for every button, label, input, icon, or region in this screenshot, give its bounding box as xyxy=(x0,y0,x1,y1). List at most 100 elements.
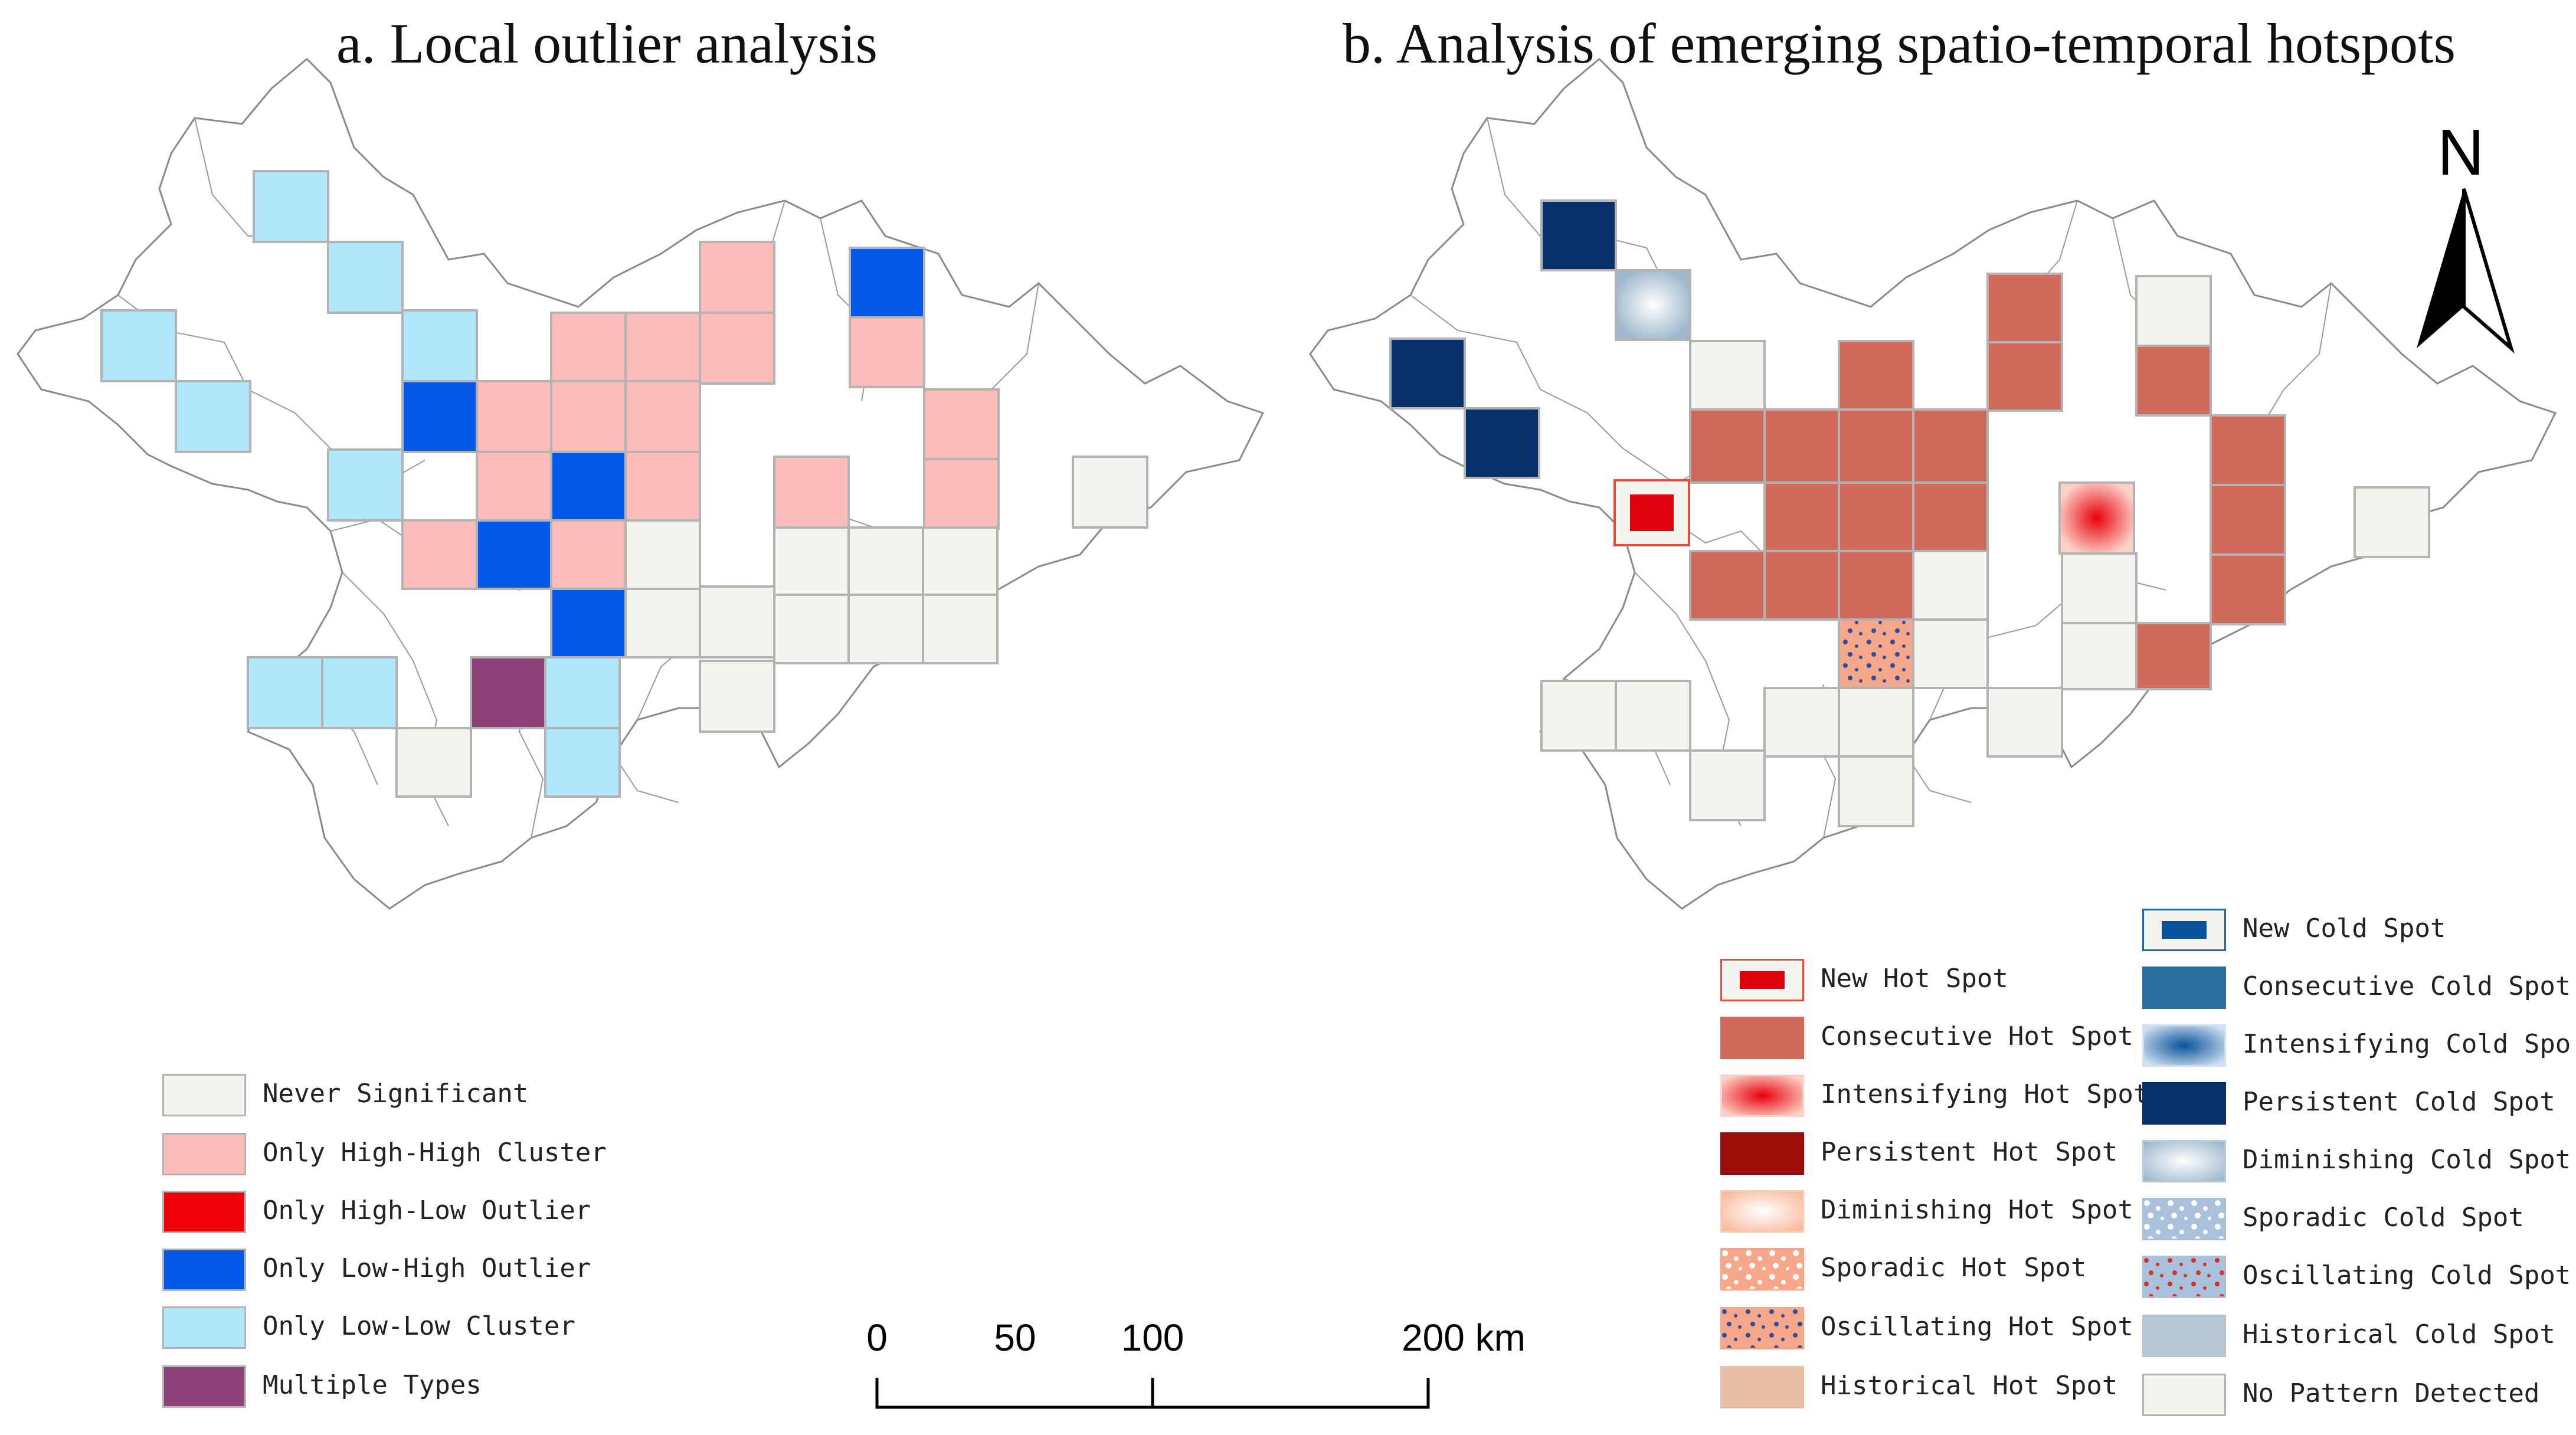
map-b-cell xyxy=(1838,340,1914,411)
legend-b-label: Diminishing Cold Spot xyxy=(2243,1145,2571,1175)
legend-b-label: Persistent Cold Spot xyxy=(2243,1087,2555,1117)
map-a-cell xyxy=(401,519,478,590)
map-a-cell xyxy=(175,380,251,453)
map-a-cell xyxy=(849,316,925,388)
legend-b-label: Consecutive Cold Spot xyxy=(2243,971,2571,1001)
map-b-cell xyxy=(2210,414,2286,486)
map-a-cell xyxy=(550,380,627,453)
legend-b-label: Historical Cold Spot xyxy=(2243,1319,2555,1349)
legend-b-label: Intensifying Cold Spo xyxy=(2243,1029,2571,1059)
map-b-cell xyxy=(1464,407,1540,479)
legend-a: Never Significant Only High-High Cluster… xyxy=(162,1074,693,1428)
map-a-cell xyxy=(699,585,775,658)
map-a-cell xyxy=(624,380,701,453)
map-a-cell xyxy=(699,241,775,314)
map-b-cell xyxy=(2210,484,2286,556)
map-a-cell xyxy=(922,526,999,599)
map-a-cell xyxy=(847,594,924,664)
north-arrow-right xyxy=(2462,188,2515,354)
map-b-cell xyxy=(1986,341,2063,412)
map-a-cell xyxy=(100,309,177,382)
map-a-cell xyxy=(699,312,775,385)
map-b-cell xyxy=(1838,408,1914,484)
scale-label-0: 0 xyxy=(866,1316,888,1359)
map-b-cell xyxy=(1912,550,1989,621)
legend-b-swatch xyxy=(2142,909,2226,951)
map-a-cell xyxy=(624,312,701,382)
legend-b-swatch xyxy=(1720,1190,1804,1233)
map-a-cell xyxy=(544,727,621,798)
map-b-cell xyxy=(1615,269,1691,341)
legend-a-label: Only High-High Cluster xyxy=(263,1138,607,1168)
map-b-cell xyxy=(1912,481,1989,552)
legend-b-swatch xyxy=(1720,1248,1804,1290)
legend-b-label: Intensifying Hot Spot xyxy=(1821,1079,2149,1109)
map-a-title: a. Local outlier analysis xyxy=(336,12,878,75)
legend-b-label: New Hot Spot xyxy=(1821,964,2008,994)
legend-b-swatch xyxy=(2142,1374,2226,1416)
map-b-cell-new-hot-core xyxy=(1630,494,1674,531)
map-a-cell xyxy=(327,241,404,314)
legend-b-label: Consecutive Hot Spot xyxy=(1821,1021,2133,1051)
scale-label-200: 200 km xyxy=(1402,1316,1526,1359)
legend-b-swatch xyxy=(2142,1140,2226,1182)
map-a-cell xyxy=(327,448,404,522)
scale-bar-graphic xyxy=(875,1378,1430,1409)
map-a-cell xyxy=(321,656,398,729)
map-a-cell xyxy=(401,309,478,382)
map-a-cell xyxy=(247,656,323,729)
north-arrow-left xyxy=(2417,189,2464,348)
map-a-cell xyxy=(624,451,701,522)
map-b-cells xyxy=(1389,199,2430,827)
map-b-cell xyxy=(1763,408,1840,484)
map-b-cell xyxy=(1838,481,1914,552)
legend-b-cold: New Cold Spot Consecutive Cold Spot Inte… xyxy=(2142,909,2576,1428)
map-a-cell xyxy=(401,380,478,453)
map-b-cell xyxy=(2210,553,2286,625)
map-a-region-outline xyxy=(17,57,1265,910)
legend-b-swatch xyxy=(1720,959,1804,1001)
map-b-cell xyxy=(2135,622,2212,690)
map-a-cell xyxy=(1072,456,1148,529)
legend-a-swatch xyxy=(162,1191,246,1233)
map-a-cell xyxy=(470,656,546,729)
map-a-cell xyxy=(849,247,925,319)
map-a-cell xyxy=(395,727,472,798)
legend-a-label: Only Low-High Outlier xyxy=(263,1253,591,1283)
map-b-cell xyxy=(1763,481,1840,552)
north-arrow xyxy=(2417,188,2515,354)
scale-bar-line xyxy=(875,1378,1430,1409)
map-a-cell xyxy=(847,526,924,599)
map-b-cell xyxy=(1540,680,1617,752)
map-b-cell xyxy=(1389,338,1466,409)
legend-b-label: Sporadic Hot Spot xyxy=(1821,1253,2087,1283)
map-b-cell xyxy=(1838,687,1914,758)
legend-a-label: Multiple Types xyxy=(263,1370,482,1400)
map-b-cell xyxy=(1540,199,1617,271)
map-b-cell xyxy=(1986,687,2063,758)
map-a-cell xyxy=(699,660,775,733)
legend-a-swatch xyxy=(162,1306,246,1349)
map-b-cell xyxy=(1838,618,1914,689)
legend-a-swatch xyxy=(162,1249,246,1291)
map-b-cell xyxy=(2354,486,2430,558)
map-a-cell xyxy=(550,519,627,590)
legend-b-label: Oscillating Cold Spot xyxy=(2243,1260,2571,1290)
map-a-cell xyxy=(923,388,1000,460)
map-b-cell xyxy=(1912,618,1989,689)
map-b-title: b. Analysis of emerging spatio-temporal … xyxy=(1343,12,2456,75)
legend-b-swatch xyxy=(2142,1198,2226,1240)
map-a-cell xyxy=(476,451,552,522)
legend-b-swatch xyxy=(2142,1082,2226,1125)
legend-b-swatch xyxy=(2142,1024,2226,1067)
map-b-region-outline xyxy=(1309,57,2557,910)
map-a-cell xyxy=(922,594,999,664)
map-a-cells xyxy=(100,170,1148,798)
legend-a-label: Only Low-Low Cluster xyxy=(263,1311,575,1341)
scale-label-50: 50 xyxy=(994,1316,1036,1359)
map-b-cell xyxy=(1689,340,1766,411)
map-b-cell xyxy=(1763,687,1840,758)
legend-b-swatch xyxy=(1720,1366,1804,1408)
legend-b-swatch xyxy=(1720,1132,1804,1175)
